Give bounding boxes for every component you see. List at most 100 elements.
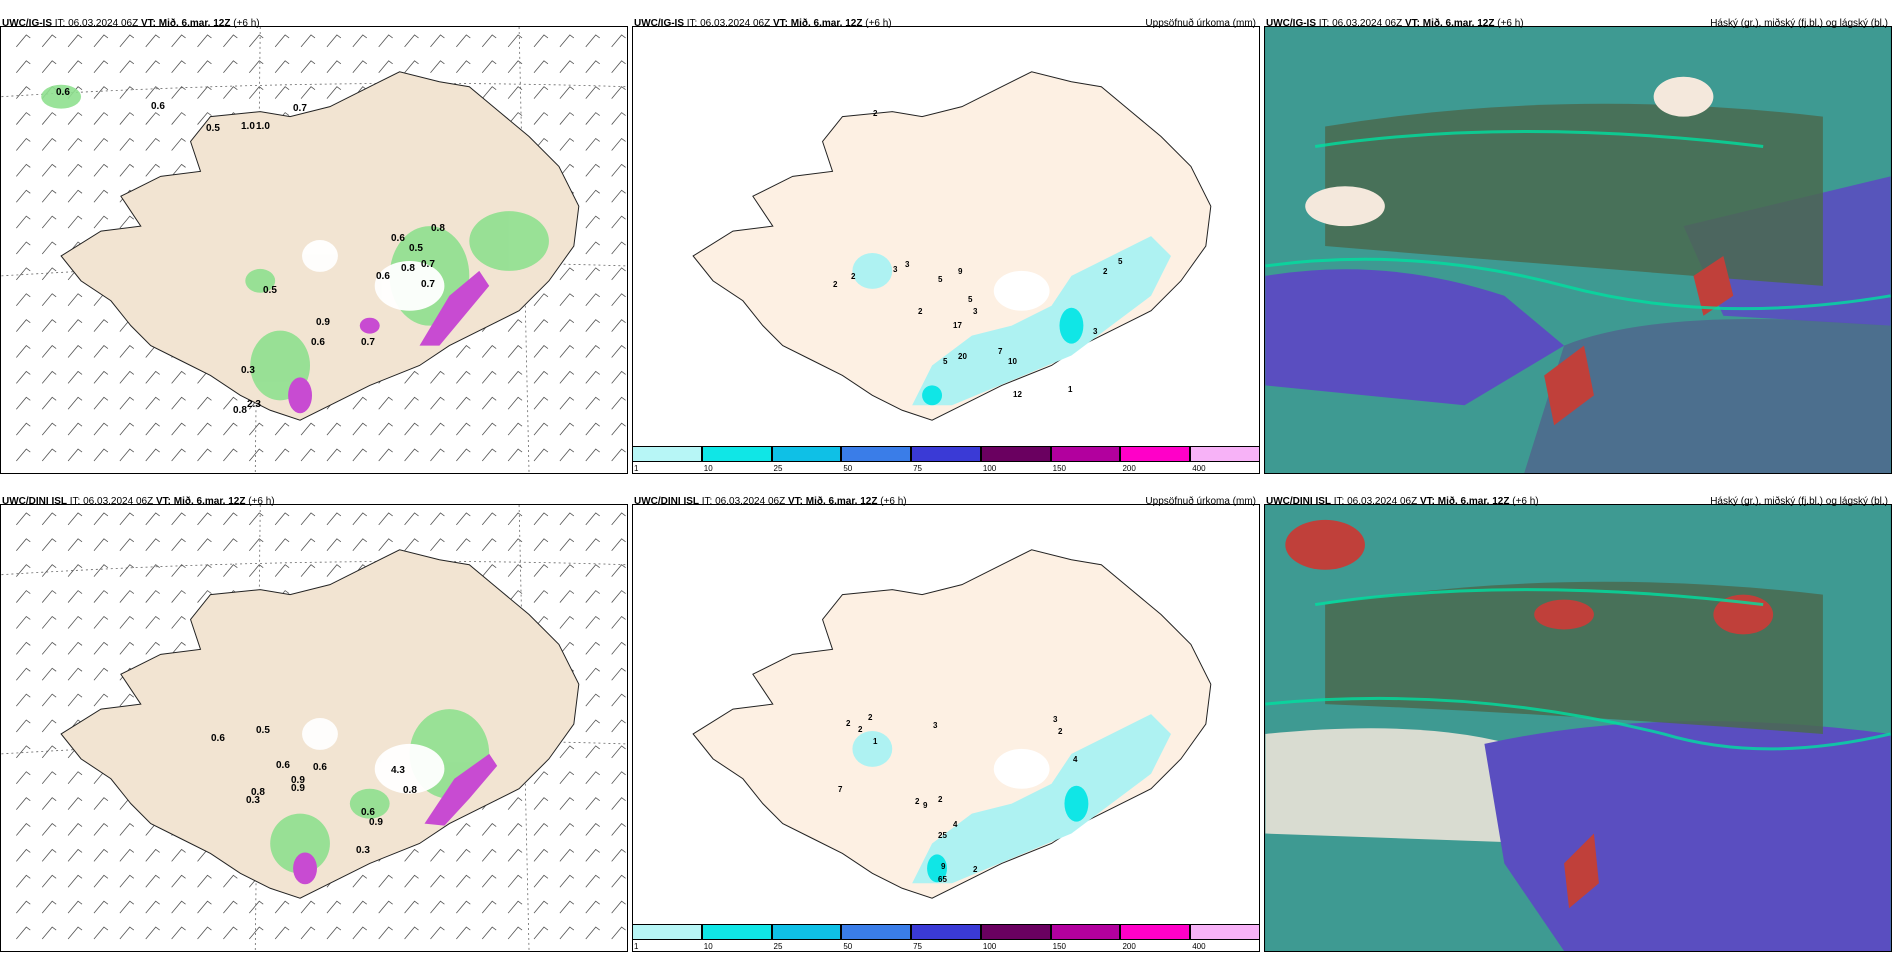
wind-barb [585,112,600,125]
wind-barb [67,615,83,629]
wind-barb [223,422,238,436]
wind-barb [171,926,186,940]
wind-barb [274,448,290,462]
wind-barb [197,564,212,577]
wind-barb [611,823,626,836]
wind-barb [533,396,549,410]
wind-barb [300,900,316,914]
wind-barb [41,848,57,862]
wind-barb [223,564,238,577]
wind-barb [481,34,497,48]
wind-barb [326,538,342,552]
value-label: 0.5 [206,123,220,134]
colorbar-swatch [1120,446,1191,462]
wind-barb [145,112,160,125]
value-label: 0.6 [56,87,70,98]
wind-barb [171,86,186,99]
wind-barb [41,590,57,603]
wind-barb [171,396,186,410]
value-label: 5 [943,357,948,366]
wind-barb [67,448,83,462]
wind-barb [611,215,626,229]
wind-barb [41,926,57,940]
wind-barb [171,848,186,862]
colorbar-swatch [632,446,702,462]
wind-barb [67,797,83,810]
wind-barb [223,538,238,552]
colorbar-tick-label: 10 [703,464,713,473]
value-label: 0.6 [211,733,225,744]
wind-barb [248,86,264,99]
wind-barb [197,422,212,436]
wind-barb [197,396,212,410]
value-label: 1 [1068,385,1073,394]
wind-barb [93,112,109,125]
wind-barb [16,370,31,384]
wind-barb [223,34,238,48]
colorbar-tick-label: 200 [1122,464,1136,473]
value-label: 7 [998,347,1003,356]
wind-barb [559,745,575,759]
wind-barb [430,512,445,526]
wind-barb [67,564,83,577]
wind-barb [559,137,575,151]
wind-barb [430,34,445,48]
wind-barb [171,370,186,384]
panel-right-title: Háský (gr.), miðský (fj.bl.) og lágský (… [1710,496,1888,507]
wind-barb [533,293,549,307]
wind-barb [41,163,57,177]
wind-barb [171,615,186,629]
wind-barb [585,189,600,203]
wind-barb [16,293,31,307]
value-label: 0.8 [403,785,417,796]
wind-barb [145,615,160,629]
wind-barb [119,137,135,151]
value-label: 12 [1013,390,1022,399]
wind-barb [352,538,368,552]
wind-barb [16,448,31,462]
wind-barb [559,771,575,785]
wind-barb [16,137,31,151]
wind-barb [430,422,445,436]
wind-barb [585,137,600,151]
wind-barb [171,874,186,888]
wind-barb [404,34,419,48]
wind-barb [352,874,368,888]
wind-barb [326,422,342,436]
wind-barb [481,926,497,940]
value-label: 2 [846,719,851,728]
wind-barb [223,396,238,410]
value-label: 0.3 [241,365,255,376]
wind-barb [326,448,342,462]
wind-barb [507,564,523,577]
wind-barb [533,900,549,914]
wind-barb [559,926,575,940]
wind-barb [16,693,31,707]
wind-barb [585,345,600,358]
wind-barb [197,590,212,603]
panel-title: UWC/DINI ISL IT: 06.03.2024 06Z VT: Mið.… [634,496,907,507]
wind-barb [119,848,135,862]
wind-barb [248,34,264,48]
wind-barb [41,112,57,125]
colorbar: 1 10 25 50 75 100 150 200 400 [632,446,1260,476]
wind-barb [430,900,445,914]
wind-barb [41,512,57,526]
wind-barb [16,900,31,914]
panel-title: UWC/IG-IS IT: 06.03.2024 06Z VT: Mið. 6.… [634,18,892,29]
wind-barb [171,60,186,74]
wind-barb [248,926,264,940]
colorbar-swatch [841,924,912,940]
wind-barb [559,900,575,914]
value-label: 0.7 [421,259,435,270]
colorbar-tick-label: 1 [634,942,639,951]
wind-barb [41,564,57,577]
wind-barb [93,137,109,151]
wind-barb [41,900,57,914]
wind-barb [533,512,549,526]
wind-barb [585,771,600,785]
wind-barb [171,163,186,177]
wind-barb [585,319,600,332]
value-label: 2 [1058,727,1063,736]
wind-barb [559,396,575,410]
